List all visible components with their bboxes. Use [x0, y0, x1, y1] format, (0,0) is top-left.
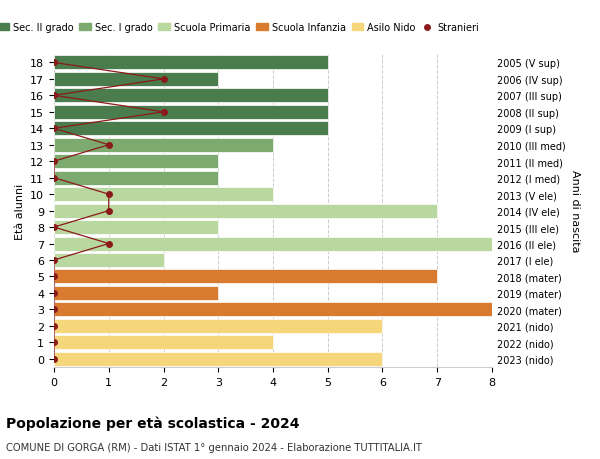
Bar: [54, 319, 383, 333]
Bar: [54, 336, 273, 350]
Y-axis label: Età alunni: Età alunni: [14, 183, 25, 239]
Bar: [54, 286, 218, 300]
Bar: [54, 303, 492, 317]
Bar: [54, 155, 218, 169]
Bar: [54, 171, 218, 185]
Bar: [54, 204, 437, 218]
Bar: [54, 89, 328, 103]
Bar: [54, 139, 273, 152]
Bar: [54, 73, 218, 87]
Bar: [54, 270, 437, 284]
Bar: [54, 237, 492, 251]
Y-axis label: Anni di nascita: Anni di nascita: [569, 170, 580, 252]
Text: COMUNE DI GORGA (RM) - Dati ISTAT 1° gennaio 2024 - Elaborazione TUTTITALIA.IT: COMUNE DI GORGA (RM) - Dati ISTAT 1° gen…: [6, 442, 422, 452]
Bar: [54, 122, 328, 136]
Text: Popolazione per età scolastica - 2024: Popolazione per età scolastica - 2024: [6, 415, 299, 430]
Bar: [54, 188, 273, 202]
Bar: [54, 221, 218, 235]
Bar: [54, 56, 328, 70]
Bar: [54, 352, 383, 366]
Legend: Sec. II grado, Sec. I grado, Scuola Primaria, Scuola Infanzia, Asilo Nido, Stran: Sec. II grado, Sec. I grado, Scuola Prim…: [0, 19, 482, 37]
Bar: [54, 106, 328, 119]
Bar: [54, 253, 163, 268]
